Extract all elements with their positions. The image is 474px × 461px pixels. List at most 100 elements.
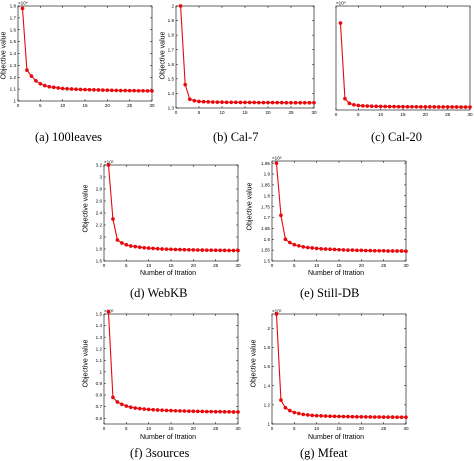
data-point	[368, 248, 373, 253]
plot-frame	[103, 313, 239, 425]
data-point	[305, 413, 310, 417]
data-point	[150, 89, 154, 93]
plot-frame	[271, 160, 407, 262]
data-point	[390, 415, 395, 419]
x-tick-label: 0	[103, 426, 106, 431]
data-point	[243, 100, 247, 105]
y-tick-label: 1.95	[261, 161, 270, 166]
data-point	[359, 248, 364, 253]
data-point	[204, 248, 209, 252]
data-point	[289, 100, 293, 105]
data-point	[164, 247, 169, 252]
y-tick-label: 1.5	[264, 259, 271, 264]
y-tick-label: 1.7	[168, 47, 175, 52]
y-tick-label: 1.4	[264, 383, 271, 388]
data-point	[229, 100, 234, 105]
x-tick-label: 0	[17, 103, 20, 108]
series-line	[180, 5, 314, 104]
data-point	[236, 248, 240, 253]
y-tick-label: 2	[267, 326, 270, 331]
data-point	[69, 87, 74, 91]
data-point	[210, 100, 215, 104]
x-tick-label: 20	[105, 103, 111, 108]
y-tick-label: 2	[99, 235, 102, 240]
data-point	[292, 242, 297, 247]
x-tick-label: 25	[213, 263, 219, 268]
y-tick-label: 1.3	[96, 335, 103, 340]
data-point	[111, 217, 115, 221]
y-tick-label: 1.2	[96, 346, 103, 351]
y-tick-label: 1.4	[10, 51, 17, 56]
data-point	[288, 408, 292, 413]
x-tick-label: 20	[191, 263, 197, 268]
data-point	[124, 404, 129, 408]
plot-frame	[271, 313, 407, 425]
data-point	[220, 100, 224, 105]
data-point	[200, 409, 205, 414]
data-point	[359, 414, 364, 419]
data-point	[169, 247, 173, 252]
series-line	[21, 8, 152, 92]
series-line	[275, 163, 407, 252]
data-point	[432, 105, 437, 109]
data-point	[233, 100, 238, 105]
chart-caption: (e) Still-DB	[300, 286, 360, 300]
data-point	[338, 21, 343, 25]
data-point	[383, 104, 387, 109]
data-point	[160, 247, 164, 251]
data-point	[392, 104, 396, 109]
data-point	[312, 100, 316, 105]
data-point	[395, 249, 399, 253]
x-tick-label: 0	[175, 110, 178, 115]
data-point	[191, 409, 196, 414]
x-tick-label: 25	[213, 426, 219, 431]
y-axis-label: Objective value	[0, 31, 8, 80]
y-tick-label: 2.4	[96, 211, 103, 216]
data-point	[169, 408, 173, 413]
y-tick-label: 1.5	[10, 39, 17, 44]
y-tick-label: 1.3	[168, 106, 175, 111]
data-point	[128, 244, 133, 248]
data-point	[310, 246, 315, 250]
data-point	[372, 415, 377, 419]
data-point	[301, 412, 306, 417]
data-point	[120, 241, 124, 245]
data-point	[293, 100, 298, 105]
data-point	[332, 414, 337, 419]
data-point	[231, 248, 236, 253]
y-tick-label: 1	[99, 369, 102, 374]
y-tick-label: 3	[99, 175, 102, 180]
data-point	[445, 105, 450, 109]
data-point	[356, 103, 361, 108]
data-point	[155, 246, 160, 251]
chart-plot: 0 5 10 15 20 25 30 0.6 0.7 0.8 0.9 1 1.1 1.2 1.3 1.4 1.5…	[96, 309, 241, 432]
series-line	[275, 313, 406, 418]
data-point	[74, 87, 78, 92]
data-point	[178, 409, 182, 413]
data-point	[114, 88, 119, 93]
data-point	[298, 100, 303, 105]
data-point	[191, 248, 196, 252]
data-point	[227, 409, 231, 414]
data-point	[227, 248, 231, 253]
data-point	[182, 247, 187, 252]
data-point	[284, 100, 289, 105]
data-point	[386, 415, 390, 419]
data-point	[296, 411, 301, 416]
data-point	[204, 409, 209, 414]
data-point	[395, 415, 399, 420]
data-point	[307, 100, 312, 105]
x-axis-label: Number of Itration	[140, 434, 197, 441]
data-point	[200, 248, 205, 252]
data-point	[209, 248, 214, 253]
data-point	[222, 248, 227, 253]
data-point	[372, 248, 377, 253]
data-point	[328, 247, 332, 252]
data-point	[213, 409, 218, 414]
data-point	[252, 100, 257, 105]
y-tick-label: 1.6	[10, 27, 17, 32]
data-point	[275, 100, 280, 105]
y-tick-label: 1.4	[168, 91, 175, 96]
x-tick-label: 0	[271, 426, 274, 431]
x-tick-label: 15	[168, 426, 174, 431]
